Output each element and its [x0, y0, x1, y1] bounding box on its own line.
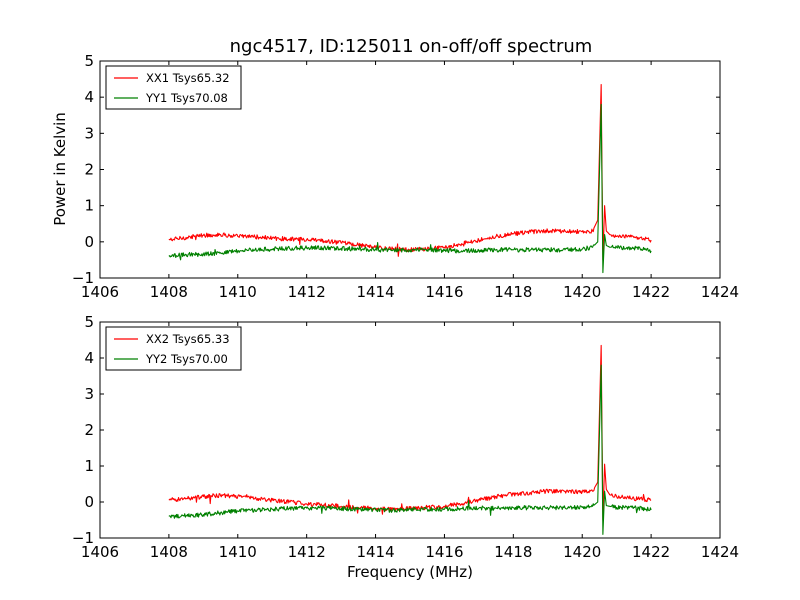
x-tick-label: 1418 — [494, 283, 532, 301]
x-tick-label: 1420 — [563, 283, 601, 301]
series-line-xx2 — [168, 344, 652, 521]
series-group — [168, 83, 652, 274]
y-tick-label: −1 — [72, 529, 94, 547]
legend-label: YY1 Tsys70.08 — [145, 91, 228, 105]
x-axis-label: Frequency (MHz) — [347, 563, 473, 581]
y-tick-label: 5 — [84, 313, 94, 331]
y-tick-label: 0 — [84, 493, 94, 511]
x-tick-label: 1418 — [494, 543, 532, 561]
x-tick-label: 1422 — [632, 543, 670, 561]
y-tick-label: 4 — [84, 349, 94, 367]
legend-label: XX1 Tsys65.32 — [146, 71, 230, 85]
y-axis-label: Power in Kelvin — [51, 112, 69, 226]
legend: XX1 Tsys65.32 YY1 Tsys70.08 — [105, 65, 242, 110]
x-tick-label: 1406 — [81, 283, 119, 301]
y-tick-label: 2 — [84, 161, 94, 179]
x-tick-label: 1422 — [632, 283, 670, 301]
legend-label: YY2 Tsys70.00 — [145, 352, 228, 366]
y-tick-label: 5 — [84, 52, 94, 70]
legend-label: XX2 Tsys65.33 — [146, 332, 230, 346]
x-tick-label: 1412 — [288, 543, 326, 561]
y-tick-label: 3 — [84, 385, 94, 403]
y-tick-label: 1 — [84, 197, 94, 215]
x-tick-label: 1424 — [701, 283, 739, 301]
x-tick-label: 1410 — [219, 283, 257, 301]
panels-layer: 1406 1408 1410 1412 1414 1416 1418 1420 1422 1424… — [72, 52, 739, 561]
x-tick-label: 1416 — [425, 543, 463, 561]
series-line-xx1 — [168, 83, 652, 261]
y-tick-label: 0 — [84, 233, 94, 251]
legend: XX2 Tsys65.33 YY2 Tsys70.00 — [105, 326, 242, 371]
panel-1: 1406 1408 1410 1412 1414 1416 1418 1420 1422 1424… — [72, 52, 739, 301]
x-tick-label: 1416 — [425, 283, 463, 301]
x-tick-label: 1424 — [701, 543, 739, 561]
x-tick-label: 1412 — [288, 283, 326, 301]
chart-title: ngc4517, ID:125011 on-off/off spectrum — [230, 36, 593, 57]
legend-box — [105, 326, 242, 371]
x-tick-label: 1406 — [81, 543, 119, 561]
x-tick-label: 1410 — [219, 543, 257, 561]
legend-box — [105, 65, 242, 110]
x-tick-label: 1408 — [150, 283, 188, 301]
x-tick-label: 1414 — [356, 283, 394, 301]
y-tick-label: 3 — [84, 124, 94, 142]
y-tick-label: 1 — [84, 457, 94, 475]
x-tick-label: 1408 — [150, 543, 188, 561]
y-tick-label: −1 — [72, 269, 94, 287]
y-tick-label: 4 — [84, 88, 94, 106]
x-tick-label: 1414 — [356, 543, 394, 561]
series-line-yy2 — [168, 364, 652, 535]
panel-2: 1406 1408 1410 1412 1414 1416 1418 1420 1422 1424… — [72, 313, 739, 561]
series-group — [168, 344, 652, 535]
x-tick-label: 1420 — [563, 543, 601, 561]
series-line-yy1 — [168, 103, 652, 274]
y-tick-label: 2 — [84, 421, 94, 439]
